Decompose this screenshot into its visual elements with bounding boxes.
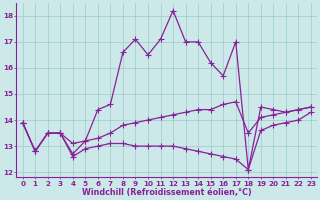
X-axis label: Windchill (Refroidissement éolien,°C): Windchill (Refroidissement éolien,°C) [82,188,252,197]
